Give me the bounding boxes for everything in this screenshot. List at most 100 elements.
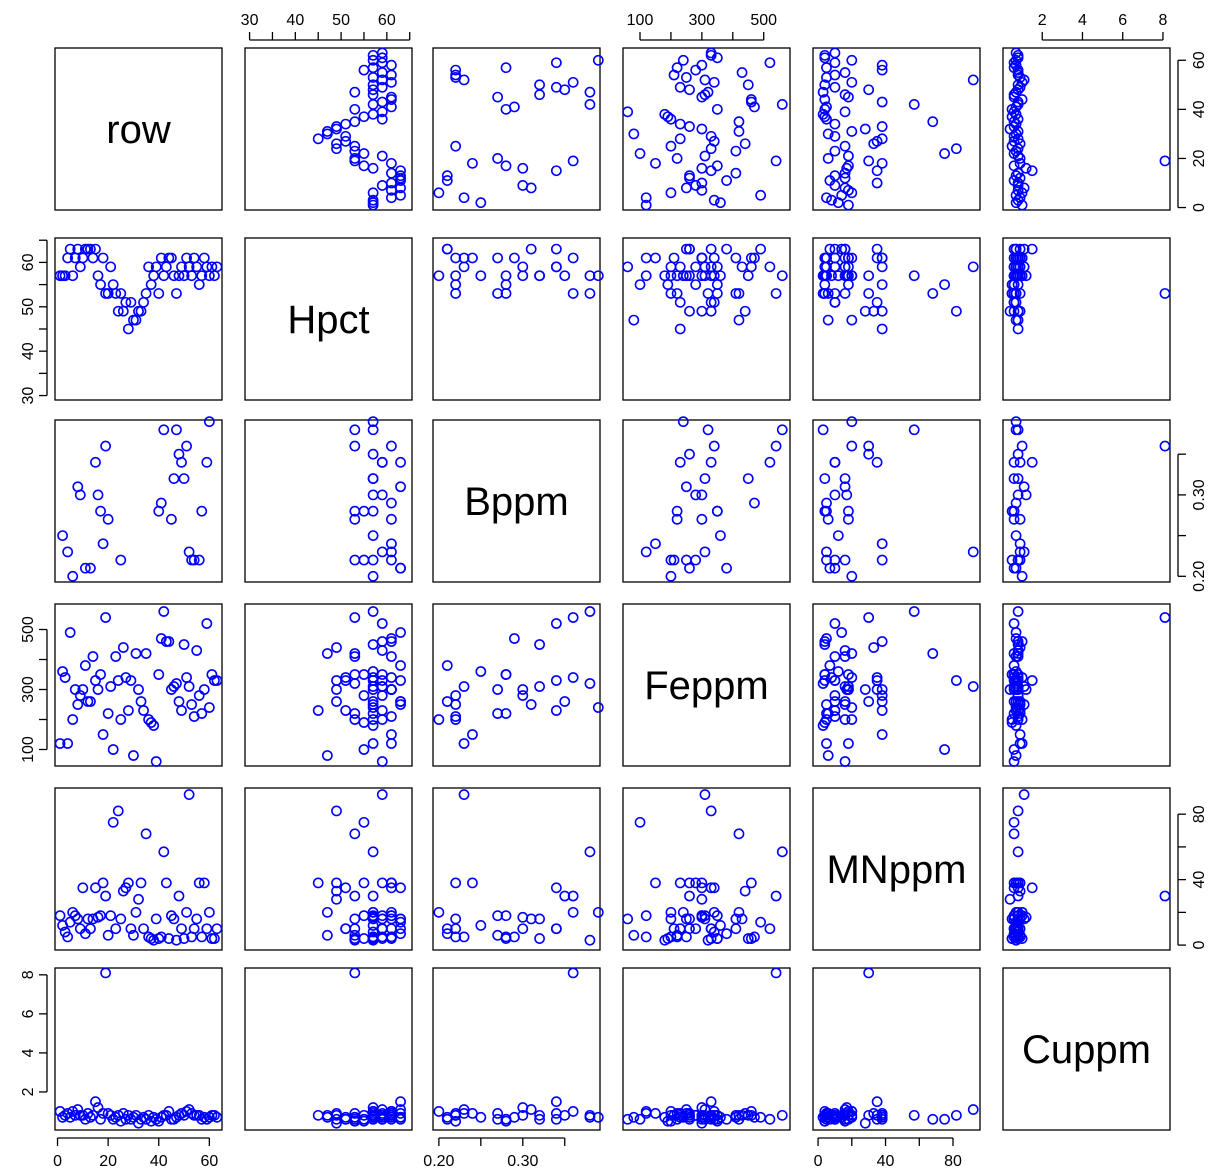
panel-frame <box>812 419 981 583</box>
scatter-point <box>450 699 462 710</box>
scatter-point <box>128 750 139 761</box>
scatter-point <box>125 675 137 686</box>
scatter-point <box>90 456 101 468</box>
scatter-point <box>696 910 708 922</box>
scatter-point <box>846 76 858 88</box>
scatter-point <box>708 906 720 918</box>
scatter-point <box>196 505 208 517</box>
scatter-point <box>839 261 851 273</box>
scatter-point <box>441 243 453 255</box>
scatter-point <box>829 170 841 182</box>
scatter-point <box>839 481 851 493</box>
scatter-point <box>105 261 117 273</box>
scatter-point <box>699 789 711 800</box>
scatter-point <box>715 197 726 209</box>
scatter-point <box>376 113 388 125</box>
scatter-point <box>135 877 147 889</box>
scatter-point <box>622 261 634 273</box>
scatter-point <box>191 261 203 273</box>
scatter-point <box>705 923 717 935</box>
scatter-point <box>839 140 851 152</box>
scatter-point <box>839 651 851 662</box>
panel-Hpct-vs-row <box>54 237 223 401</box>
scatter-point <box>711 1109 723 1121</box>
scatter-point <box>863 612 875 623</box>
scatter-point <box>839 89 851 101</box>
tick-label: 30 <box>241 12 259 29</box>
scatter-point <box>876 96 888 108</box>
scatter-point <box>567 155 579 167</box>
scatter-point <box>681 554 692 566</box>
scatter-point <box>730 252 742 264</box>
scatter-point <box>745 877 757 889</box>
scatter-point <box>696 177 708 189</box>
scatter-point <box>550 705 562 716</box>
x-axis-Cuppm: 2 4 6 8 <box>1038 12 1168 41</box>
scatter-point <box>671 270 683 282</box>
scatter-point <box>340 705 352 716</box>
scatter-point <box>1006 554 1018 566</box>
panel-Cuppm-vs-Cuppm: Cuppm <box>1002 967 1171 1131</box>
scatter-point <box>376 705 388 716</box>
scatter-point <box>863 288 875 299</box>
scatter-point <box>72 913 84 925</box>
scatter-point <box>148 270 160 282</box>
scatter-point <box>876 133 888 145</box>
scatter-point <box>140 828 152 840</box>
tick-label: 300 <box>20 676 37 703</box>
panel-Feppm-vs-Feppm: Feppm <box>622 603 791 767</box>
scatter-point <box>817 288 829 299</box>
scatter-point <box>450 279 462 290</box>
scatter-point <box>776 846 788 858</box>
scatter-point <box>1012 473 1024 485</box>
scatter-point <box>742 473 754 485</box>
scatter-point <box>699 74 711 86</box>
tick-label: 80 <box>1191 805 1208 823</box>
scatter-point <box>711 279 723 290</box>
panel-frame <box>54 603 223 767</box>
scatter-point <box>839 1113 851 1125</box>
scatter-point <box>163 933 175 944</box>
scatter-point <box>659 270 671 282</box>
scatter-point <box>1026 675 1038 686</box>
y-axis-row: 0 20 40 60 <box>1177 51 1208 212</box>
scatter-point <box>705 456 717 468</box>
scatter-point <box>736 261 748 273</box>
scatter-point <box>1004 305 1016 317</box>
scatter-point <box>321 648 333 659</box>
scatter-point <box>967 261 979 273</box>
scatter-point <box>1014 138 1026 150</box>
scatter-point <box>64 1111 76 1123</box>
scatter-point <box>705 882 717 894</box>
panel-Feppm-vs-row <box>54 603 223 767</box>
scatter-point <box>517 180 529 191</box>
scatter-point <box>367 416 379 428</box>
scatter-point <box>829 130 841 142</box>
scatter-point <box>559 696 571 707</box>
scatter-point <box>690 489 702 501</box>
scatter-point <box>72 243 84 255</box>
scatter-point <box>367 162 379 174</box>
scatter-point <box>450 64 462 76</box>
scatter-point <box>349 651 361 662</box>
scatter-point <box>500 160 512 172</box>
scatter-point <box>665 906 677 918</box>
tick-label: 40 <box>20 342 37 360</box>
scatter-point <box>859 305 871 317</box>
scatter-point <box>755 189 767 201</box>
scatter-point <box>584 86 596 98</box>
scatter-point <box>358 816 370 828</box>
x-axis-Bppm: 0.20 0.30 <box>423 1137 566 1170</box>
scatter-point <box>1010 651 1022 662</box>
panel-Feppm-vs-Bppm <box>432 603 604 767</box>
scatter-point <box>135 696 147 707</box>
scatter-point <box>839 172 851 184</box>
scatter-point <box>458 681 470 692</box>
scatter-point <box>367 187 379 199</box>
scatter-point <box>1008 62 1020 74</box>
scatter-point <box>386 636 397 647</box>
scatter-point <box>826 194 837 206</box>
scatter-point <box>836 627 848 638</box>
scatter-point <box>395 928 406 940</box>
scatter-point <box>829 69 841 81</box>
